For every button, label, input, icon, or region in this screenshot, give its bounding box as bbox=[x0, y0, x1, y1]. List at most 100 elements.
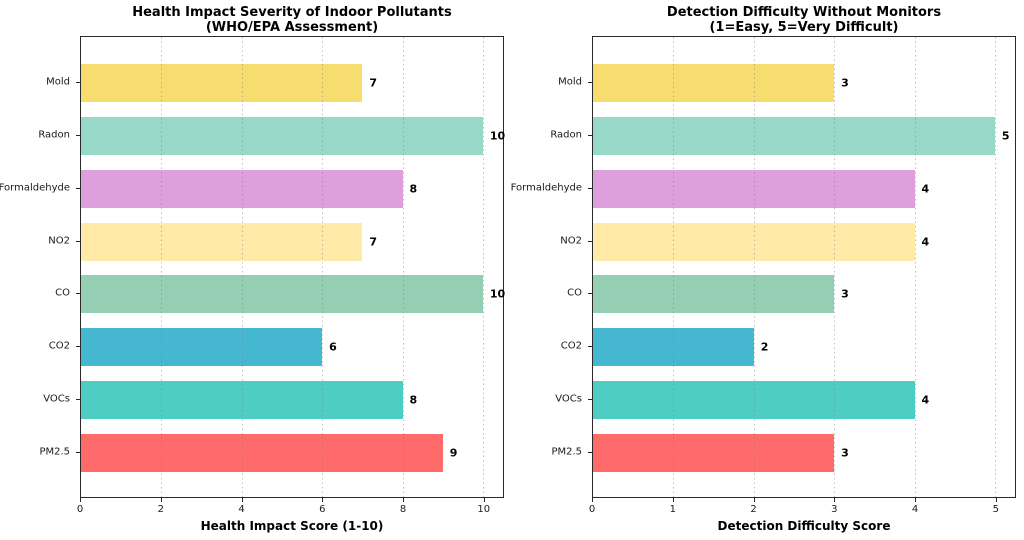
gridline bbox=[402, 37, 404, 497]
gridline bbox=[482, 37, 484, 497]
y-tick-label: NO2 bbox=[560, 235, 582, 247]
y-tick-mark bbox=[76, 346, 80, 347]
plot-area: 7 10 8 7 10 6 8 9 bbox=[80, 36, 506, 498]
x-tick-mark bbox=[483, 498, 485, 502]
bar-value-label: 4 bbox=[921, 182, 930, 196]
x-axis-label: Detection Difficulty Score bbox=[717, 519, 891, 533]
bar-pm25 bbox=[593, 433, 835, 472]
bar-radon bbox=[593, 117, 995, 156]
gridline bbox=[753, 37, 755, 497]
y-tick-label: CO bbox=[567, 287, 582, 299]
x-tick-label: 1 bbox=[669, 504, 676, 515]
bar-value-label: 9 bbox=[449, 446, 458, 460]
gridline bbox=[322, 37, 324, 497]
x-tick-label: 4 bbox=[238, 504, 245, 515]
y-tick-mark bbox=[76, 452, 80, 453]
y-tick-mark bbox=[76, 399, 80, 400]
x-axis: 0 1 2 3 4 5 bbox=[588, 498, 1016, 518]
x-tick-label: 2 bbox=[157, 504, 164, 515]
y-tick-mark bbox=[76, 188, 80, 189]
y-tick-mark bbox=[76, 241, 80, 242]
y-tick-label: CO2 bbox=[560, 340, 582, 352]
x-tick-mark bbox=[753, 498, 755, 502]
y-tick-label: CO bbox=[55, 287, 70, 299]
y-tick-mark bbox=[588, 346, 592, 347]
x-tick-label: 5 bbox=[992, 504, 999, 515]
x-tick-mark bbox=[915, 498, 917, 502]
x-tick-mark bbox=[241, 498, 243, 502]
bar-pm25 bbox=[81, 433, 443, 472]
x-tick-mark bbox=[834, 498, 836, 502]
y-axis: Mold Radon Formaldehyde NO2 CO CO2 VOCs PM2.5 bbox=[0, 36, 80, 498]
y-tick-label: Formaldehyde bbox=[0, 182, 70, 194]
y-tick-label: VOCs bbox=[43, 393, 70, 405]
y-tick-label: VOCs bbox=[555, 393, 582, 405]
x-tick-mark bbox=[80, 498, 81, 502]
y-tick-label: PM2.5 bbox=[551, 446, 582, 458]
bar-vocs bbox=[81, 380, 403, 419]
chart-panel-detection-difficulty: Detection Difficulty Without Monitors (1… bbox=[510, 0, 1024, 540]
gridline bbox=[994, 37, 996, 497]
chart-panel-health-impact: Health Impact Severity of Indoor Polluta… bbox=[0, 5, 506, 533]
y-tick-label: Mold bbox=[558, 76, 582, 88]
chart-subtitle: (1=Easy, 5=Very Difficult) bbox=[709, 20, 899, 35]
y-tick-label: Formaldehyde bbox=[510, 182, 582, 194]
x-tick-label: 6 bbox=[319, 504, 326, 515]
y-tick-label: PM2.5 bbox=[39, 446, 70, 458]
x-tick-label: 4 bbox=[911, 504, 919, 515]
bar-value-label: 3 bbox=[841, 446, 849, 460]
bar-mold bbox=[81, 64, 363, 103]
chart-title: Detection Difficulty Without Monitors bbox=[666, 5, 942, 20]
x-tick-label: 0 bbox=[588, 504, 596, 515]
chart-title: Health Impact Severity of Indoor Polluta… bbox=[132, 5, 452, 20]
y-tick-mark bbox=[588, 293, 592, 294]
y-tick-mark bbox=[76, 293, 80, 294]
x-tick-label: 10 bbox=[477, 504, 491, 515]
y-tick-mark bbox=[76, 82, 80, 83]
x-axis: 0 2 4 6 8 10 bbox=[76, 498, 504, 518]
x-tick-label: 3 bbox=[831, 504, 838, 515]
x-axis-label: Health Impact Score (1-10) bbox=[200, 519, 384, 533]
x-tick-mark bbox=[672, 498, 674, 502]
gridline bbox=[834, 37, 836, 497]
bar-value-label: 10 bbox=[489, 129, 506, 143]
bar-formaldehyde bbox=[81, 169, 403, 208]
gridline bbox=[673, 37, 675, 497]
y-tick-label: Radon bbox=[38, 129, 70, 141]
x-tick-label: 8 bbox=[399, 504, 407, 515]
bar-value-label: 3 bbox=[841, 287, 849, 301]
bar-value-label: 2 bbox=[760, 340, 769, 354]
bar-mold bbox=[593, 64, 835, 103]
x-tick-mark bbox=[995, 498, 997, 502]
bars-region bbox=[593, 57, 1015, 477]
y-tick-mark bbox=[588, 82, 592, 83]
chart-title-block: Detection Difficulty Without Monitors (1… bbox=[592, 5, 1016, 35]
chart-title-block: Health Impact Severity of Indoor Polluta… bbox=[80, 5, 504, 35]
y-tick-label: CO2 bbox=[48, 340, 70, 352]
plot-area: 3 5 4 4 3 2 4 3 bbox=[592, 36, 1016, 498]
bar-co2 bbox=[593, 328, 754, 367]
bar-co bbox=[81, 275, 483, 314]
bar-value-label: 8 bbox=[409, 182, 418, 196]
y-tick-label: Radon bbox=[550, 129, 582, 141]
bar-co2 bbox=[81, 328, 323, 367]
y-tick-mark bbox=[76, 135, 80, 136]
bar-no2 bbox=[81, 222, 363, 261]
bar-no2 bbox=[593, 222, 915, 261]
x-tick-mark bbox=[403, 498, 405, 502]
x-tick-label: 2 bbox=[750, 504, 757, 515]
bar-value-label: 4 bbox=[921, 393, 930, 407]
x-tick-label: 0 bbox=[76, 504, 84, 515]
bar-value-label: 6 bbox=[329, 340, 337, 354]
bar-formaldehyde bbox=[593, 169, 915, 208]
y-tick-mark bbox=[588, 452, 592, 453]
x-tick-mark bbox=[322, 498, 324, 502]
y-tick-label: NO2 bbox=[48, 235, 70, 247]
bar-value-label: 8 bbox=[409, 393, 418, 407]
y-tick-mark bbox=[588, 135, 592, 136]
bars-region bbox=[81, 57, 503, 477]
y-axis: Mold Radon Formaldehyde NO2 CO CO2 VOCs PM2.5 bbox=[510, 36, 592, 498]
y-tick-mark bbox=[588, 188, 592, 189]
bar-radon bbox=[81, 117, 483, 156]
